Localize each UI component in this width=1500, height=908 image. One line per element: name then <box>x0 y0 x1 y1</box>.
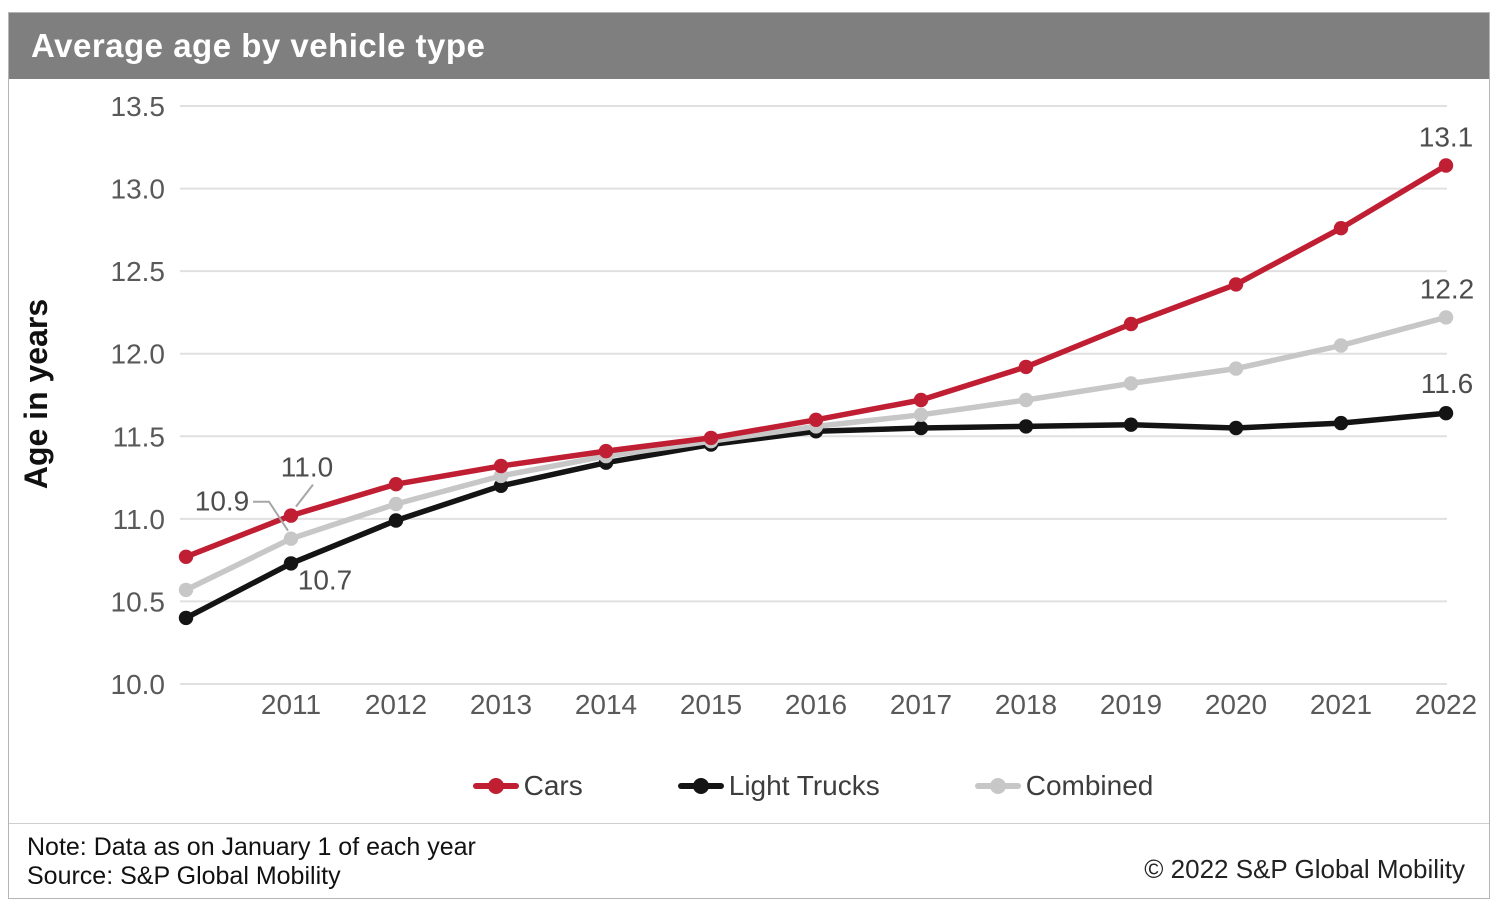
data-point-combined <box>913 407 929 422</box>
line-chart: 10.0 10.5 11.0 11.5 12.0 12.5 13.0 13.5 2011 2012… <box>9 79 1489 823</box>
svg-text:2014: 2014 <box>575 689 637 720</box>
svg-text:13.0: 13.0 <box>111 174 166 205</box>
data-point-combined <box>178 582 194 598</box>
svg-text:2013: 2013 <box>470 689 532 720</box>
svg-text:12.0: 12.0 <box>111 339 166 370</box>
legend-label: Cars <box>523 770 583 801</box>
data-point-cars <box>1438 158 1454 173</box>
chart-area: 10.0 10.5 11.0 11.5 12.0 12.5 13.0 13.5 2011 2012… <box>9 79 1489 823</box>
legend-item-combined: Combined <box>974 770 1154 802</box>
data-point-combined <box>1438 310 1454 325</box>
footer-source: Source: S&P Global Mobility <box>27 862 341 890</box>
y-axis-tick-labels: 10.0 10.5 11.0 11.5 12.0 12.5 13.0 13.5 <box>111 91 166 700</box>
data-point-light-trucks <box>178 610 194 626</box>
svg-text:2021: 2021 <box>1310 689 1372 720</box>
legend-swatch-cars <box>472 783 519 789</box>
annotation-leader-line <box>295 483 314 508</box>
annotations: 11.0 10.9 10.7 13.1 12.2 11.6 <box>195 122 1475 596</box>
data-point-combined <box>1123 376 1139 391</box>
annotation-label: 11.0 <box>281 452 333 483</box>
legend-swatch-combined <box>974 783 1021 789</box>
legend-item-light-trucks: Light Trucks <box>677 770 880 802</box>
data-point-combined <box>1333 338 1349 353</box>
data-point-cars <box>178 549 194 564</box>
svg-text:2015: 2015 <box>680 689 742 720</box>
footer-copyright: © 2022 S&P Global Mobility <box>1144 854 1465 884</box>
data-point-cars <box>808 412 824 427</box>
data-point-combined <box>493 468 509 484</box>
data-point-light-trucks <box>1333 415 1349 431</box>
footer: Note: Data as on January 1 of each year … <box>9 823 1489 899</box>
data-point-light-trucks <box>493 478 509 493</box>
data-point-cars <box>913 392 929 408</box>
legend-label: Light Trucks <box>728 770 880 801</box>
annotation-label: 13.1 <box>1419 122 1474 153</box>
legend-label: Combined <box>1025 770 1154 801</box>
data-point-combined <box>1018 392 1034 408</box>
svg-text:10.0: 10.0 <box>111 669 166 700</box>
data-point-cars <box>283 508 299 523</box>
data-point-light-trucks <box>1228 420 1244 436</box>
data-point-cars <box>1018 359 1034 375</box>
data-point-light-trucks <box>1438 406 1454 421</box>
svg-text:2018: 2018 <box>995 689 1057 720</box>
series-light-trucks <box>178 406 1454 626</box>
data-point-combined <box>283 531 299 546</box>
data-point-cars <box>1228 277 1244 292</box>
data-point-combined <box>388 496 404 512</box>
annotation-label: 12.2 <box>1420 273 1475 304</box>
svg-text:11.0: 11.0 <box>113 504 165 535</box>
svg-text:10.5: 10.5 <box>111 586 166 617</box>
data-point-light-trucks <box>1018 419 1034 434</box>
data-point-light-trucks <box>388 513 404 528</box>
annotation-label: 11.6 <box>1421 368 1473 399</box>
svg-text:11.5: 11.5 <box>113 421 165 452</box>
data-point-cars <box>493 458 509 474</box>
svg-text:2017: 2017 <box>890 689 952 720</box>
data-point-cars <box>1123 316 1139 332</box>
chart-card: Average age by vehicle type 10.0 10.5 11.0… <box>8 12 1490 899</box>
data-point-light-trucks <box>913 420 929 436</box>
annotation-leader-line <box>253 500 289 532</box>
annotation-label: 10.9 <box>195 486 250 517</box>
data-point-cars <box>1333 221 1349 236</box>
data-point-light-trucks <box>1123 417 1139 432</box>
svg-text:2022: 2022 <box>1415 689 1477 720</box>
svg-text:2020: 2020 <box>1205 689 1267 720</box>
y-axis-title: Age in years <box>18 299 54 489</box>
x-axis-tick-labels: 2011 2012 2013 2014 2015 2016 2017 2018 2019 2020… <box>261 689 1477 720</box>
legend-swatch-light-trucks <box>677 783 724 789</box>
data-point-light-trucks <box>283 556 299 571</box>
data-point-cars <box>598 443 614 459</box>
annotation-label: 10.7 <box>298 564 353 595</box>
legend: Cars Light Trucks Combined <box>73 769 1500 803</box>
title-bar: Average age by vehicle type <box>9 13 1489 79</box>
svg-text:2012: 2012 <box>365 689 427 720</box>
svg-text:2011: 2011 <box>261 689 321 720</box>
series-cars <box>178 158 1454 564</box>
data-point-cars <box>703 430 719 446</box>
legend-item-cars: Cars <box>472 770 583 802</box>
data-point-combined <box>1228 361 1244 376</box>
chart-title: Average age by vehicle type <box>31 27 486 64</box>
svg-text:2019: 2019 <box>1100 689 1162 720</box>
gridlines <box>180 105 1447 685</box>
footer-note: Note: Data as on January 1 of each year <box>27 833 476 861</box>
svg-text:13.5: 13.5 <box>111 91 166 122</box>
data-point-cars <box>388 477 404 492</box>
svg-text:2016: 2016 <box>785 689 847 720</box>
svg-text:12.5: 12.5 <box>111 256 166 287</box>
